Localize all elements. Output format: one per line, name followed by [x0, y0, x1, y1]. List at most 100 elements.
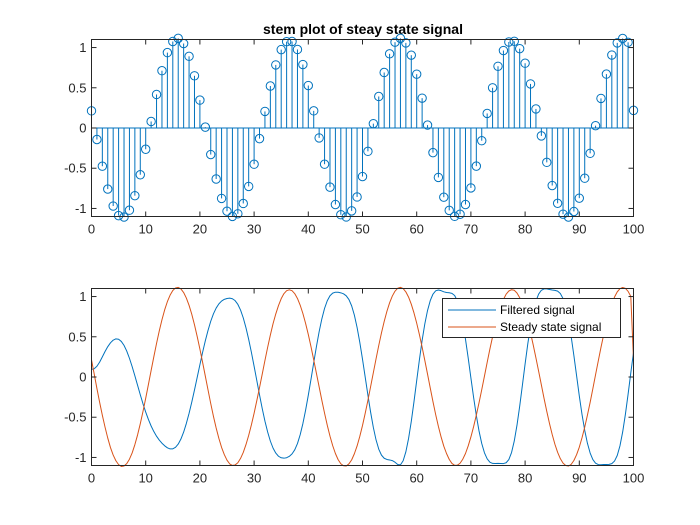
filtered-signal-line	[91, 288, 634, 466]
stem-marker	[319, 159, 330, 169]
line-ytick-label: 0	[79, 370, 86, 385]
stem-marker	[287, 36, 297, 47]
stem-marker	[206, 149, 216, 160]
stem-marker	[276, 44, 286, 55]
stem-marker	[195, 95, 205, 105]
line-ytick-label: 1	[79, 289, 86, 304]
stem-marker	[439, 192, 449, 202]
stem-marker	[574, 193, 584, 203]
stem-marker	[466, 183, 476, 193]
line-xtick-label: 60	[409, 471, 423, 486]
stem-marker	[580, 173, 590, 183]
line-xtick-label: 20	[193, 471, 207, 486]
stem-marker	[292, 44, 303, 55]
stem-marker	[124, 205, 135, 215]
stem-marker	[607, 50, 617, 60]
stem-marker	[623, 37, 633, 48]
stem-marker	[265, 81, 276, 91]
stem-xtick-label: 80	[518, 222, 532, 237]
stem-marker	[162, 47, 173, 58]
line-plot-ticks: 0 10 20 30 40 50 60 70 80 90 100 -1 -0.5 0 0.5 1	[64, 288, 644, 486]
stem-marker	[103, 184, 113, 194]
stem-marker	[249, 159, 259, 169]
stem-marker	[433, 172, 444, 183]
legend-label-filtered: Filtered signal	[500, 303, 575, 317]
legend-box	[442, 298, 621, 338]
stem-marker	[487, 83, 498, 93]
stem-marker	[92, 134, 102, 145]
stem-xtick-label: 70	[464, 222, 478, 237]
stem-marker	[130, 190, 140, 201]
stem-marker	[189, 71, 200, 81]
line-xtick-label: 0	[88, 471, 95, 486]
stem-marker	[374, 91, 384, 102]
stem-marker	[498, 45, 509, 56]
stem-marker	[482, 108, 492, 119]
stem-marker	[254, 133, 265, 144]
stem-marker	[525, 79, 536, 89]
stem-marker	[97, 161, 108, 171]
stem-marker	[417, 93, 427, 103]
line-xtick-label: 50	[355, 471, 369, 486]
stem-marker	[260, 106, 270, 117]
stem-marker	[504, 37, 514, 47]
stem-xtick-label: 60	[409, 222, 423, 237]
steady-state-signal-line	[91, 286, 634, 467]
line-plot-axes: 0 10 20 30 40 50 60 70 80 90 100 -1 -0.5 0 0.5 1 Filter…	[64, 286, 644, 486]
stem-plot-axes: stem plot of steay state signal 0 10 20 30 4…	[64, 21, 644, 237]
line-plot-axis-box	[91, 288, 634, 466]
stem-xtick-label: 20	[193, 222, 207, 237]
stem-xtick-label: 30	[247, 222, 261, 237]
stem-marker	[141, 144, 151, 154]
stem-marker	[585, 148, 595, 159]
stem-xtick-label: 50	[355, 222, 369, 237]
stem-marker	[477, 136, 487, 146]
line-xtick-label: 30	[247, 471, 261, 486]
stem-marker	[563, 212, 574, 222]
stem-plot-ticks: 0 10 20 30 40 50 60 70 80 90 100 -1 -0.5 0 0.5 1	[64, 39, 644, 237]
stem-ytick-label: 0.5	[68, 80, 86, 95]
line-ytick-label: 0.5	[68, 329, 86, 344]
stem-marker	[460, 199, 471, 210]
stem-marker	[352, 192, 362, 202]
stem-marker	[200, 122, 211, 132]
stem-marker	[336, 210, 346, 220]
stem-marker	[357, 171, 368, 182]
stem-ytick-label: 1	[79, 40, 86, 55]
line-xtick-label: 70	[464, 471, 478, 486]
stem-marker	[406, 50, 416, 60]
stem-marker	[368, 118, 379, 129]
stem-marker	[271, 60, 281, 70]
stem-marker	[547, 180, 557, 191]
line-ytick-label: -0.5	[64, 410, 86, 425]
stem-ytick-label: 0	[79, 121, 86, 136]
stem-marker	[455, 209, 465, 219]
stem-marker	[520, 58, 530, 68]
line-xtick-label: 10	[138, 471, 152, 486]
stem-marker	[552, 198, 563, 209]
stem-xtick-label: 10	[138, 222, 152, 237]
stem-marker	[211, 174, 221, 184]
stem-marker	[471, 161, 482, 171]
stem-xtick-label: 0	[88, 222, 95, 237]
stem-marker	[243, 181, 254, 192]
stem-marker	[401, 38, 411, 48]
stem-marker	[569, 206, 579, 217]
stem-marker	[536, 131, 547, 141]
stem-marker	[298, 59, 308, 70]
stem-marker	[325, 182, 335, 192]
stem-marker	[422, 120, 433, 130]
stem-marker	[493, 61, 503, 71]
stem-marker	[309, 106, 319, 116]
stem-marker	[531, 104, 541, 114]
stem-xtick-label: 90	[572, 222, 586, 237]
line-series-group	[91, 286, 634, 467]
stem-marker	[346, 206, 357, 216]
stem-marker	[233, 209, 243, 219]
stem-marker	[384, 49, 395, 59]
stem-marker	[281, 36, 292, 47]
stem-series	[86, 33, 639, 222]
stem-marker	[303, 80, 313, 91]
